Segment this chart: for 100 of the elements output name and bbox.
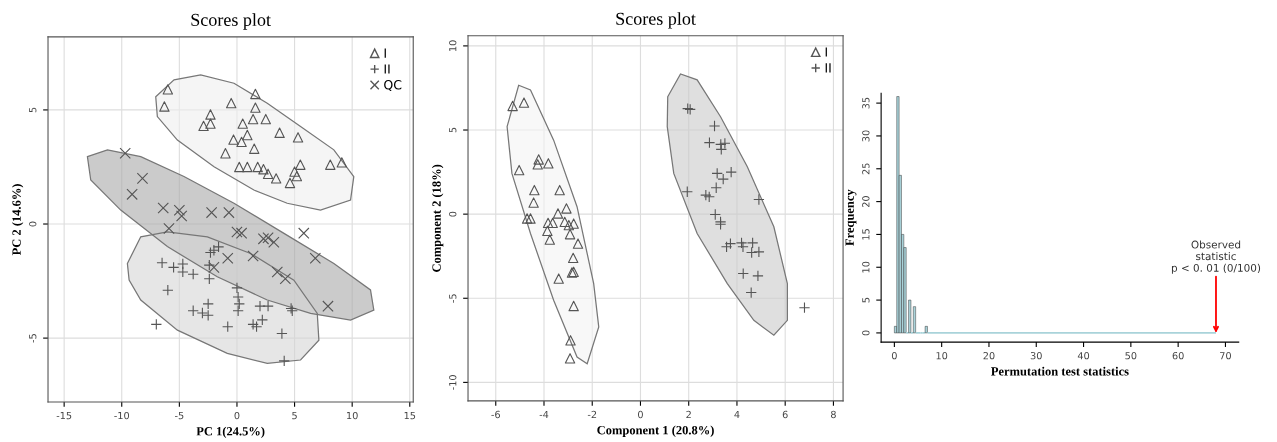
point (703, 136, 716, 149)
point (552, 208, 564, 219)
x-tick-label: 10 (347, 411, 358, 420)
point (235, 227, 248, 239)
x-tick-label: 60 (1172, 352, 1184, 360)
point (561, 203, 572, 214)
point (547, 217, 558, 229)
point (187, 268, 199, 280)
x-tick-label: 40 (1077, 352, 1090, 360)
point (559, 216, 570, 228)
point (157, 202, 169, 214)
x-axis-title: Component 1 (20.8%) (597, 425, 714, 437)
point (543, 158, 554, 169)
x-tick-label: -4 (539, 410, 549, 418)
point (270, 173, 282, 184)
x-tick-label: 70 (1220, 352, 1231, 360)
point (187, 305, 199, 317)
chart-title: Scores plot (616, 12, 696, 29)
point (163, 222, 175, 235)
point (291, 170, 303, 182)
point (553, 273, 564, 284)
y-tick-label: 20 (862, 196, 870, 208)
point (568, 218, 579, 229)
point (563, 219, 575, 231)
point (711, 167, 723, 180)
point (228, 134, 239, 145)
y-tick-label: 0 (862, 330, 870, 336)
point (236, 136, 247, 148)
x-axis-title: Permutation test statistics (991, 366, 1129, 376)
point (257, 233, 270, 245)
point (233, 298, 245, 310)
y-tick-label: -5 (29, 334, 37, 343)
point (533, 154, 544, 165)
y-tick-label: -10 (449, 375, 457, 390)
point (260, 113, 271, 125)
point (274, 127, 285, 138)
point (752, 270, 764, 282)
point (336, 157, 348, 168)
point (232, 305, 244, 317)
point (242, 161, 253, 173)
point (753, 246, 765, 258)
y-tick-label: 5 (449, 127, 457, 133)
y-tick-label: 10 (449, 40, 457, 52)
x-tick-label: 5 (292, 412, 297, 420)
point (513, 164, 525, 176)
point (231, 282, 243, 294)
point (205, 206, 218, 219)
point (258, 164, 269, 175)
point (203, 259, 216, 271)
legend-label: I (384, 48, 386, 58)
x-tick-label: -5 (174, 412, 184, 420)
x-tick-label: 0 (638, 410, 643, 419)
point (156, 257, 168, 269)
point (167, 261, 180, 274)
x-tick-label: 2 (686, 410, 691, 418)
point (250, 88, 261, 100)
point (150, 318, 163, 331)
point (177, 266, 189, 278)
point (175, 210, 188, 222)
point (710, 182, 722, 194)
legend-label: II (825, 63, 831, 73)
legend-label: II (384, 64, 390, 74)
point (279, 273, 292, 285)
x-tick-label: 0 (234, 411, 240, 420)
point (232, 291, 244, 303)
point (205, 109, 216, 120)
point (325, 159, 336, 170)
point (205, 118, 216, 129)
point (565, 335, 576, 346)
y-tick-label: 25 (862, 163, 870, 175)
point (724, 237, 737, 250)
point (528, 197, 539, 208)
x-axis-title: PC 1(24.5%) (196, 426, 265, 439)
point (262, 232, 274, 244)
x-tick-label: 8 (830, 410, 836, 419)
x-tick-label: 10 (936, 352, 948, 360)
point (119, 147, 131, 159)
point (518, 97, 530, 108)
y-axis-title: Frequency (845, 189, 857, 246)
y-tick-label: 0 (449, 211, 457, 217)
x-tick-label: -2 (587, 410, 597, 418)
point (798, 301, 811, 314)
annotation: Observed statistic p < 0. 01 (0/100) (1171, 240, 1261, 274)
y-tick-label: 0 (29, 221, 37, 227)
point (554, 184, 565, 196)
x-tick-label: -15 (56, 412, 72, 420)
point (289, 166, 300, 177)
point (262, 168, 274, 180)
point (202, 309, 214, 321)
chart-title: Scores plot (191, 13, 271, 30)
legend-label: I (825, 47, 827, 57)
point (222, 252, 234, 264)
y-tick-label: -5 (449, 294, 457, 303)
x-tick-label: 6 (782, 410, 788, 419)
point (544, 234, 555, 245)
point (532, 159, 543, 170)
y-tick-label: 15 (862, 229, 870, 240)
x-tick-label: 30 (1030, 352, 1042, 360)
y-tick-label: 35 (862, 97, 870, 109)
point (162, 284, 174, 296)
